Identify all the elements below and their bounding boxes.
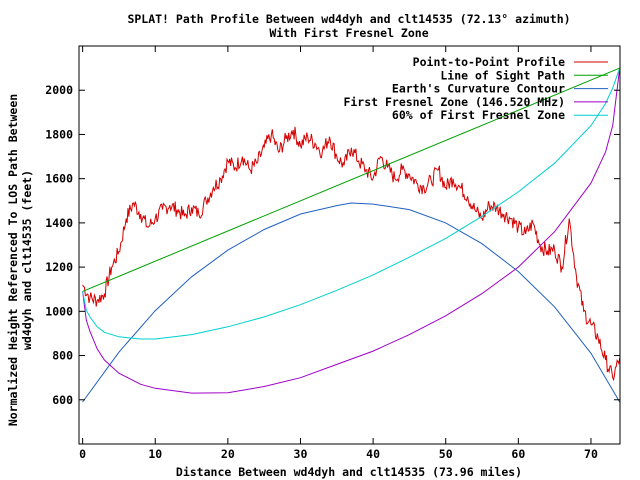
plot-area: 0 10 20 30 40 50 60 70 600 800 1000 1200 1400 1600 180… bbox=[45, 45, 621, 461]
series-60-of-first-fresnel-zone-line bbox=[82, 67, 621, 340]
legend-label-series-60-of-first-fresnel-zone: 60% of First Fresnel Zone bbox=[392, 108, 565, 122]
legend-label-series-earth-s-curvature-contour: Earth's Curvature Contour bbox=[392, 82, 565, 96]
legend-label-series-point-to-point-profile: Point-to-Point Profile bbox=[413, 55, 565, 69]
y-tick-label: 1600 bbox=[45, 172, 73, 186]
series-earth-s-curvature-contour-line bbox=[82, 202, 621, 403]
x-tick-label: 60 bbox=[511, 447, 525, 461]
x-tick-label: 10 bbox=[148, 447, 162, 461]
x-tick-label: 50 bbox=[439, 447, 453, 461]
y-tick-label: 1800 bbox=[45, 127, 73, 141]
y-axis-label-line1: Normalized Height Referenced To LOS Path… bbox=[6, 94, 20, 426]
legend-label-series-line-of-sight-path: Line of Sight Path bbox=[440, 68, 565, 82]
chart-title: SPLAT! Path Profile Between wd4dyh and c… bbox=[127, 12, 570, 26]
x-tick-label: 0 bbox=[79, 447, 86, 461]
y-tick-label: 1400 bbox=[45, 216, 73, 230]
series-line-of-sight-path-line bbox=[82, 67, 620, 292]
plot-frame bbox=[78, 45, 621, 445]
y-tick-label: 600 bbox=[52, 393, 73, 407]
series-first-fresnel-zone-146-520-mhz-line bbox=[82, 68, 621, 394]
x-tick-label: 70 bbox=[584, 447, 598, 461]
x-tick-label: 30 bbox=[294, 447, 308, 461]
x-axis-label: Distance Between wd4dyh and clt14535 (73… bbox=[176, 465, 522, 479]
y-tick-label: 1000 bbox=[45, 304, 73, 318]
series-point-to-point-profile-line bbox=[82, 126, 621, 382]
x-tick-label: 40 bbox=[366, 447, 380, 461]
legend-label-series-first-fresnel-zone-146-520-mhz: First Fresnel Zone (146.520 MHz) bbox=[343, 95, 565, 109]
y-axis-label-line2: wd4dyh and clt14535 (feet) bbox=[20, 170, 34, 350]
y-tick-label: 2000 bbox=[45, 83, 73, 97]
x-tick-label: 20 bbox=[221, 447, 235, 461]
y-tick-label: 800 bbox=[52, 349, 73, 363]
chart-subtitle: With First Fresnel Zone bbox=[269, 26, 428, 40]
y-tick-label: 1200 bbox=[45, 260, 73, 274]
